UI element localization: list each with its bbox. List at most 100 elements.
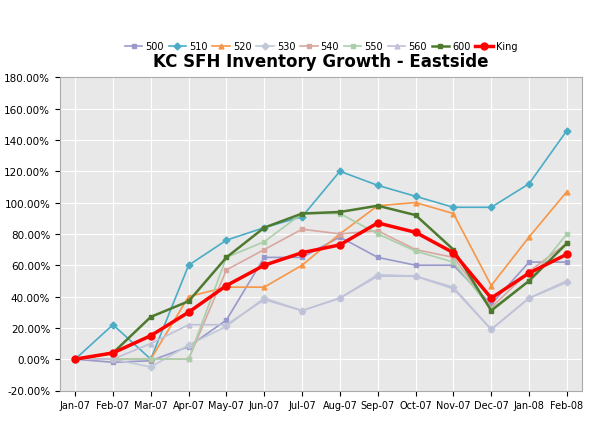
- 500: [563, 260, 571, 265]
- 520: [71, 357, 79, 362]
- 510: [374, 183, 382, 188]
- 560: [450, 286, 457, 292]
- 550: [563, 232, 571, 237]
- 530: [260, 296, 268, 301]
- King: [185, 310, 192, 315]
- 500: [526, 260, 533, 265]
- 560: [412, 274, 419, 279]
- 500: [109, 360, 116, 365]
- King: [488, 296, 495, 301]
- 520: [185, 294, 192, 299]
- 540: [109, 357, 116, 362]
- 560: [563, 279, 571, 284]
- Line: 500: 500: [73, 235, 569, 365]
- King: [526, 271, 533, 276]
- King: [71, 357, 79, 362]
- 600: [71, 357, 79, 362]
- 530: [412, 274, 419, 279]
- Line: 530: 530: [73, 273, 569, 370]
- 550: [450, 260, 457, 265]
- 530: [374, 273, 382, 278]
- 510: [563, 128, 571, 134]
- 540: [185, 357, 192, 362]
- Line: 520: 520: [73, 190, 569, 362]
- 600: [185, 299, 192, 304]
- 510: [298, 214, 305, 220]
- 560: [185, 322, 192, 328]
- 500: [450, 263, 457, 268]
- 540: [223, 268, 230, 273]
- 520: [260, 285, 268, 290]
- 600: [374, 204, 382, 209]
- 550: [374, 232, 382, 237]
- 560: [223, 322, 230, 328]
- 600: [337, 210, 344, 215]
- King: [109, 351, 116, 356]
- 500: [71, 357, 79, 362]
- 520: [450, 211, 457, 217]
- 600: [223, 255, 230, 260]
- 520: [374, 204, 382, 209]
- Line: 560: 560: [73, 274, 569, 362]
- 510: [488, 205, 495, 210]
- 600: [109, 351, 116, 356]
- 520: [223, 285, 230, 290]
- 500: [488, 302, 495, 307]
- King: [260, 263, 268, 268]
- 550: [412, 249, 419, 254]
- Line: 540: 540: [73, 227, 569, 362]
- 520: [109, 357, 116, 362]
- King: [412, 230, 419, 235]
- King: [223, 283, 230, 289]
- King: [563, 252, 571, 257]
- 530: [450, 285, 457, 290]
- 500: [412, 263, 419, 268]
- 510: [71, 357, 79, 362]
- 540: [563, 241, 571, 247]
- 560: [260, 297, 268, 302]
- 510: [450, 205, 457, 210]
- Line: King: King: [71, 220, 571, 363]
- 600: [298, 211, 305, 217]
- 600: [488, 308, 495, 313]
- 520: [147, 357, 154, 362]
- 560: [298, 308, 305, 313]
- 510: [526, 182, 533, 187]
- 520: [563, 190, 571, 195]
- 520: [488, 283, 495, 289]
- 520: [337, 232, 344, 237]
- 530: [488, 327, 495, 332]
- 510: [412, 194, 419, 200]
- 500: [260, 255, 268, 260]
- 540: [337, 232, 344, 237]
- 500: [185, 344, 192, 349]
- 530: [223, 324, 230, 329]
- 550: [109, 357, 116, 362]
- 530: [109, 357, 116, 362]
- 550: [71, 357, 79, 362]
- 560: [337, 296, 344, 301]
- 530: [185, 343, 192, 348]
- 520: [298, 263, 305, 268]
- 600: [412, 213, 419, 218]
- King: [147, 333, 154, 339]
- Legend: 500, 510, 520, 530, 540, 550, 560, 600, King: 500, 510, 520, 530, 540, 550, 560, 600, …: [125, 43, 517, 53]
- 560: [374, 274, 382, 279]
- 540: [374, 229, 382, 234]
- 560: [526, 296, 533, 301]
- 540: [260, 247, 268, 253]
- 510: [223, 238, 230, 243]
- 550: [147, 357, 154, 362]
- 530: [147, 365, 154, 370]
- 550: [298, 211, 305, 217]
- 530: [563, 280, 571, 286]
- 550: [185, 357, 192, 362]
- 540: [526, 269, 533, 274]
- 510: [260, 226, 268, 231]
- 530: [298, 308, 305, 313]
- 550: [488, 307, 495, 312]
- 600: [260, 226, 268, 231]
- Line: 550: 550: [73, 212, 569, 362]
- 600: [450, 247, 457, 253]
- 540: [450, 255, 457, 260]
